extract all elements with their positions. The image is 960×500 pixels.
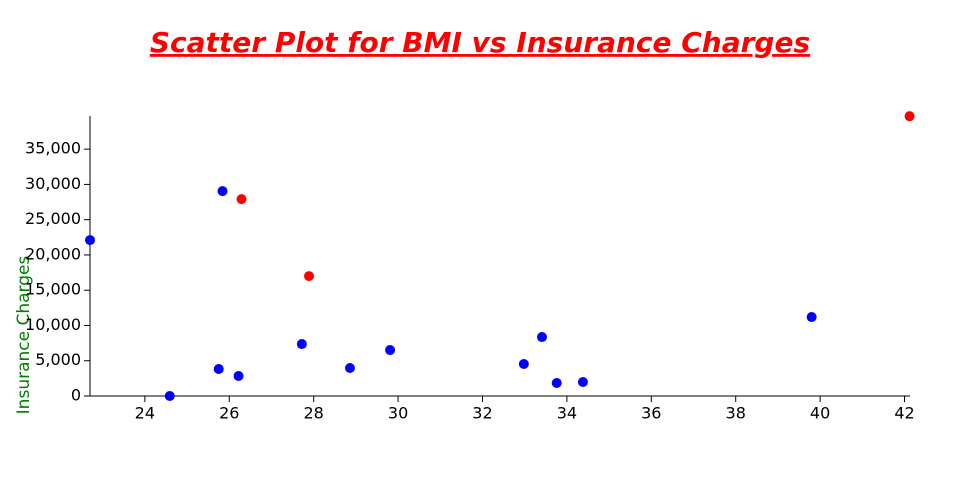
y-tick-label: 30,000: [25, 174, 81, 193]
point: [385, 345, 396, 356]
point: [904, 111, 915, 122]
point: [577, 377, 588, 388]
x-tick-label: 40: [810, 404, 830, 423]
point: [806, 312, 817, 323]
point: [164, 391, 175, 401]
x-tick-label: 38: [726, 404, 746, 423]
point: [518, 359, 529, 370]
y-tick-label: 35,000: [25, 139, 81, 158]
y-tick-label: 0: [71, 386, 81, 405]
x-tick-label: 42: [894, 404, 914, 423]
point: [536, 332, 547, 343]
chart-title: Scatter Plot for BMI vs Insurance Charge…: [150, 26, 810, 59]
x-tick-label: 24: [135, 404, 155, 423]
x-tick-label: 28: [303, 404, 323, 423]
x-tick-label: 30: [388, 404, 408, 423]
y-tick-label: 15,000: [25, 280, 81, 299]
x-tick-label: 26: [219, 404, 239, 423]
y-tick-label: 20,000: [25, 244, 81, 263]
point: [296, 339, 307, 350]
point: [344, 363, 355, 374]
y-tick-label: 5,000: [35, 350, 81, 369]
y-axis-label: Insurance Charges: [14, 256, 34, 415]
point: [236, 194, 247, 205]
x-tick-label: 32: [472, 404, 492, 423]
point: [85, 235, 95, 246]
point: [551, 378, 562, 389]
point: [233, 371, 244, 382]
x-tick-label: 34: [557, 404, 577, 423]
point: [213, 364, 224, 375]
y-tick-label: 25,000: [25, 209, 81, 228]
x-tick-label: 36: [641, 404, 661, 423]
point: [217, 186, 228, 197]
point: [304, 271, 315, 282]
y-tick-label: 10,000: [25, 315, 81, 334]
